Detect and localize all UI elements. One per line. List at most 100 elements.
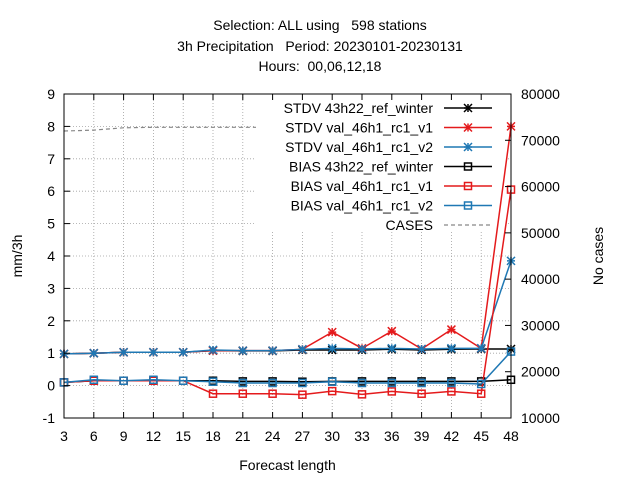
square-marker (417, 378, 426, 388)
y2-tick-label: 80000 (521, 86, 560, 102)
square-marker (357, 390, 367, 399)
chart-title-line-1: Selection: ALL using 598 stations (213, 17, 427, 33)
square-marker (327, 377, 337, 386)
series-line (63, 260, 512, 355)
square-marker (357, 378, 367, 388)
y-axis-label: mm/3h (9, 235, 25, 278)
star-marker-part (446, 325, 456, 335)
star-marker-part (446, 343, 456, 353)
x-tick-label: 33 (354, 428, 370, 444)
y2-tick-label: 50000 (521, 225, 560, 241)
y-tick-label: 3 (47, 280, 55, 296)
square-marker (447, 387, 456, 396)
y-tick-label: 1 (47, 345, 55, 361)
square-marker (417, 389, 426, 398)
x-tick-label: 3 (60, 428, 68, 444)
chart-title-line-3: Hours: 00,06,12,18 (258, 58, 382, 74)
legend-label: BIAS val_46h1_rc1_v2 (291, 198, 434, 214)
y-tick-label: 2 (47, 313, 55, 329)
x-tick-label: 45 (473, 428, 489, 444)
y-tick-label: 0 (47, 378, 55, 394)
x-tick-label: 21 (235, 428, 251, 444)
star-marker-part (476, 343, 486, 353)
square-marker (208, 389, 218, 398)
y-tick-label: -1 (43, 410, 56, 426)
series-2 (59, 256, 516, 359)
series-0 (59, 344, 516, 359)
square-marker (387, 387, 397, 396)
series-5 (59, 347, 516, 389)
star-marker-part (357, 344, 367, 354)
square-marker (268, 389, 277, 398)
star-marker-part (89, 348, 99, 358)
square-marker (476, 389, 486, 398)
y-tick-label: 5 (47, 216, 55, 232)
square-marker (476, 379, 486, 389)
x-tick-label: 12 (146, 428, 162, 444)
square-marker (119, 376, 128, 385)
square-marker (387, 378, 397, 388)
star-marker-part (178, 347, 188, 357)
star-marker-part (327, 327, 337, 337)
x-tick-label: 30 (324, 428, 340, 444)
x-tick-label: 6 (90, 428, 98, 444)
y-tick-label: 6 (47, 183, 55, 199)
legend-label: BIAS val_46h1_rc1_v1 (291, 178, 434, 194)
y2-tick-label: 20000 (521, 364, 560, 380)
star-marker-part (417, 344, 427, 354)
y-tick-label: 9 (47, 86, 55, 102)
star-marker-part (463, 103, 473, 113)
x-tick-label: 27 (295, 428, 311, 444)
series-line (63, 351, 512, 385)
x-tick-label: 36 (384, 428, 400, 444)
x-tick-label: 24 (265, 428, 281, 444)
star-marker-part (327, 343, 337, 353)
legend-label: STDV val_46h1_rc1_v1 (285, 120, 433, 136)
star-marker-part (148, 347, 158, 357)
star-marker-part (268, 346, 278, 356)
axis-layer: -101234567891000020000300004000050000600… (43, 86, 561, 444)
star-marker-part (387, 326, 397, 336)
square-marker (298, 378, 307, 388)
square-marker (89, 375, 99, 385)
y-tick-label: 8 (47, 118, 55, 134)
series-layer (59, 121, 516, 399)
square-marker (327, 386, 337, 396)
y2-tick-label: 60000 (521, 179, 560, 195)
y2-tick-label: 70000 (521, 132, 560, 148)
square-marker (238, 389, 248, 398)
legend: STDV 43h22_ref_winter STDV val_46h1_rc1_v… (284, 100, 492, 233)
star-marker-part (387, 343, 397, 353)
x-axis-label: Forecast length (239, 457, 336, 473)
star-marker-part (463, 122, 473, 133)
star-marker-part (463, 142, 473, 152)
y2-axis-label: No cases (590, 227, 606, 285)
star-marker-part (297, 344, 307, 354)
x-tick-label: 42 (444, 428, 460, 444)
square-marker (463, 181, 473, 191)
square-marker (178, 376, 188, 385)
y-tick-label: 4 (47, 248, 55, 264)
legend-label: STDV val_46h1_rc1_v2 (285, 139, 433, 155)
square-marker (463, 201, 473, 210)
square-marker (268, 378, 277, 388)
y2-tick-label: 30000 (521, 317, 560, 333)
x-tick-label: 15 (175, 428, 191, 444)
legend-label: BIAS 43h22_ref_winter (289, 159, 433, 175)
square-marker (238, 378, 248, 388)
x-tick-label: 9 (120, 428, 128, 444)
star-marker-part (208, 345, 218, 355)
square-marker (447, 378, 456, 388)
y2-tick-label: 10000 (521, 410, 560, 426)
y-tick-label: 7 (47, 151, 55, 167)
x-tick-label: 18 (205, 428, 221, 444)
chart-title-line-2: 3h Precipitation Period: 20230101-202301… (177, 38, 463, 54)
legend-label: STDV 43h22_ref_winter (284, 100, 434, 116)
square-marker (208, 377, 218, 386)
legend-label: CASES (386, 217, 433, 233)
x-tick-label: 48 (503, 428, 519, 444)
x-tick-label: 39 (414, 428, 430, 444)
square-marker (463, 162, 473, 171)
star-marker-part (119, 347, 129, 357)
